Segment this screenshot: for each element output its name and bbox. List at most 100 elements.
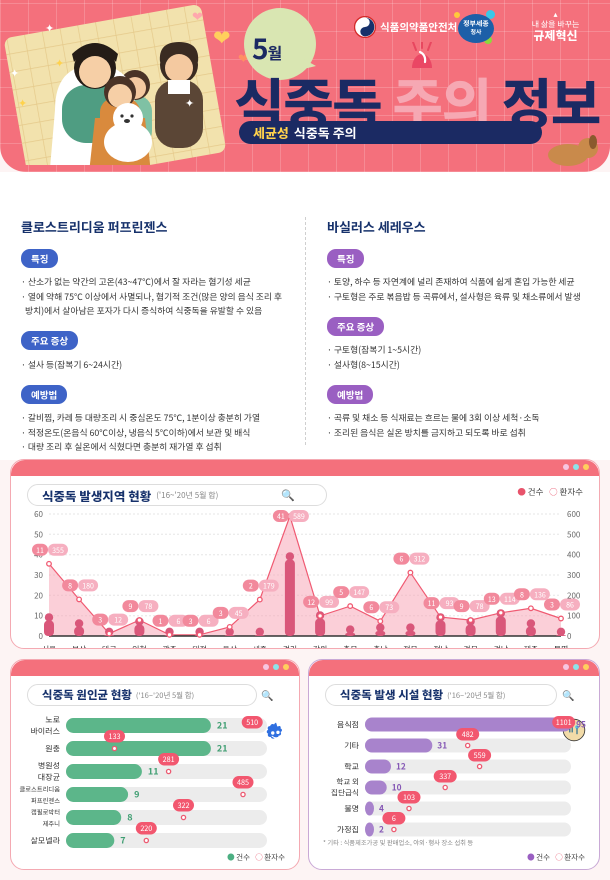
svg-text:캠필로박터: 캠필로박터 xyxy=(31,808,60,817)
svg-text:충남: 충남 xyxy=(373,644,388,649)
svg-text:전남: 전남 xyxy=(433,644,448,649)
svg-text:11: 11 xyxy=(428,599,436,609)
svg-text:광주: 광주 xyxy=(162,644,176,649)
svg-text:355: 355 xyxy=(52,546,64,556)
svg-text:12: 12 xyxy=(114,616,122,626)
svg-text:인천: 인천 xyxy=(132,644,146,649)
svg-text:경기: 경기 xyxy=(283,644,297,649)
svg-text:3: 3 xyxy=(189,617,193,627)
svg-text:73: 73 xyxy=(385,603,393,613)
svg-text:179: 179 xyxy=(263,582,275,592)
svg-text:9: 9 xyxy=(460,602,464,612)
svg-text:2: 2 xyxy=(249,582,253,592)
svg-text:300: 300 xyxy=(567,570,581,581)
svg-text:경남: 경남 xyxy=(494,644,509,649)
svg-text:4: 4 xyxy=(379,803,384,815)
svg-text:제주니: 제주니 xyxy=(43,819,60,828)
svg-text:0: 0 xyxy=(39,631,44,642)
svg-text:337: 337 xyxy=(439,772,451,782)
svg-text:21: 21 xyxy=(217,742,228,755)
svg-text:8: 8 xyxy=(68,581,72,591)
svg-text:6: 6 xyxy=(369,603,373,613)
svg-text:281: 281 xyxy=(163,755,175,765)
svg-text:대전: 대전 xyxy=(192,644,206,649)
svg-text:500: 500 xyxy=(567,529,581,540)
svg-text:133: 133 xyxy=(109,732,121,742)
svg-text:559: 559 xyxy=(474,751,486,761)
svg-text:대구: 대구 xyxy=(102,644,116,649)
svg-text:6: 6 xyxy=(399,555,403,565)
svg-text:충북: 충북 xyxy=(343,644,357,649)
svg-text:1: 1 xyxy=(159,617,163,627)
svg-text:6: 6 xyxy=(392,814,396,824)
svg-text:100: 100 xyxy=(567,611,581,622)
svg-text:9: 9 xyxy=(134,788,139,801)
svg-text:살모넬라: 살모넬라 xyxy=(31,836,61,847)
svg-text:바이러스: 바이러스 xyxy=(31,726,60,737)
svg-text:78: 78 xyxy=(476,602,484,612)
svg-text:147: 147 xyxy=(353,588,365,598)
svg-text:400: 400 xyxy=(567,550,581,561)
svg-text:학교 외: 학교 외 xyxy=(336,777,359,788)
svg-text:가정집: 가정집 xyxy=(337,825,359,836)
svg-text:1101: 1101 xyxy=(556,718,572,728)
svg-text:220: 220 xyxy=(140,824,152,834)
svg-text:136: 136 xyxy=(534,590,546,600)
svg-text:제주: 제주 xyxy=(524,644,538,649)
svg-text:6: 6 xyxy=(207,617,211,627)
svg-text:세종: 세종 xyxy=(253,644,267,649)
svg-text:학교: 학교 xyxy=(344,762,359,773)
svg-text:30: 30 xyxy=(34,570,43,581)
svg-text:50: 50 xyxy=(34,529,43,540)
svg-text:불명: 불명 xyxy=(554,644,568,649)
svg-text:31: 31 xyxy=(437,740,447,752)
svg-text:3: 3 xyxy=(550,601,554,611)
svg-text:99: 99 xyxy=(325,598,333,608)
svg-text:부산: 부산 xyxy=(72,644,86,649)
svg-text:전북: 전북 xyxy=(403,644,417,649)
svg-text:10: 10 xyxy=(392,782,402,794)
svg-text:86: 86 xyxy=(566,601,574,611)
svg-text:600: 600 xyxy=(567,509,581,520)
svg-text:클로스트리디움: 클로스트리디움 xyxy=(19,785,60,794)
svg-text:원충: 원충 xyxy=(45,744,60,755)
svg-text:9: 9 xyxy=(128,602,132,612)
svg-text:5: 5 xyxy=(339,588,343,598)
svg-text:3: 3 xyxy=(219,609,223,619)
svg-text:21: 21 xyxy=(217,719,228,732)
svg-text:60: 60 xyxy=(34,509,43,520)
svg-text:312: 312 xyxy=(414,555,426,565)
svg-text:12: 12 xyxy=(307,598,315,608)
svg-text:7: 7 xyxy=(120,834,125,847)
svg-text:강원: 강원 xyxy=(313,644,327,649)
svg-text:41: 41 xyxy=(277,512,285,522)
svg-text:485: 485 xyxy=(237,778,249,788)
svg-text:8: 8 xyxy=(520,590,524,600)
svg-text:589: 589 xyxy=(293,512,305,522)
svg-text:322: 322 xyxy=(178,801,190,811)
svg-text:퍼프린젠스: 퍼프린젠스 xyxy=(31,796,60,805)
svg-text:11: 11 xyxy=(36,546,44,556)
svg-text:기타: 기타 xyxy=(344,741,359,752)
svg-text:114: 114 xyxy=(504,595,516,605)
svg-text:482: 482 xyxy=(462,730,474,740)
svg-text:180: 180 xyxy=(82,581,94,591)
svg-text:45: 45 xyxy=(235,609,243,619)
svg-text:대장균: 대장균 xyxy=(38,772,60,783)
svg-text:8: 8 xyxy=(127,811,132,824)
svg-text:103: 103 xyxy=(403,793,415,803)
svg-text:12: 12 xyxy=(396,761,406,773)
svg-text:불명: 불명 xyxy=(344,804,359,815)
svg-text:3: 3 xyxy=(98,616,102,626)
svg-text:11: 11 xyxy=(148,765,159,778)
svg-text:노로: 노로 xyxy=(45,715,60,726)
svg-text:2: 2 xyxy=(379,824,384,836)
svg-text:95: 95 xyxy=(576,719,586,731)
svg-text:0: 0 xyxy=(567,631,572,642)
svg-text:울산: 울산 xyxy=(223,644,237,649)
svg-text:510: 510 xyxy=(246,718,258,728)
svg-text:78: 78 xyxy=(145,602,153,612)
svg-text:병원성: 병원성 xyxy=(38,761,60,772)
svg-text:음식점: 음식점 xyxy=(337,720,359,731)
svg-text:93: 93 xyxy=(446,599,454,609)
